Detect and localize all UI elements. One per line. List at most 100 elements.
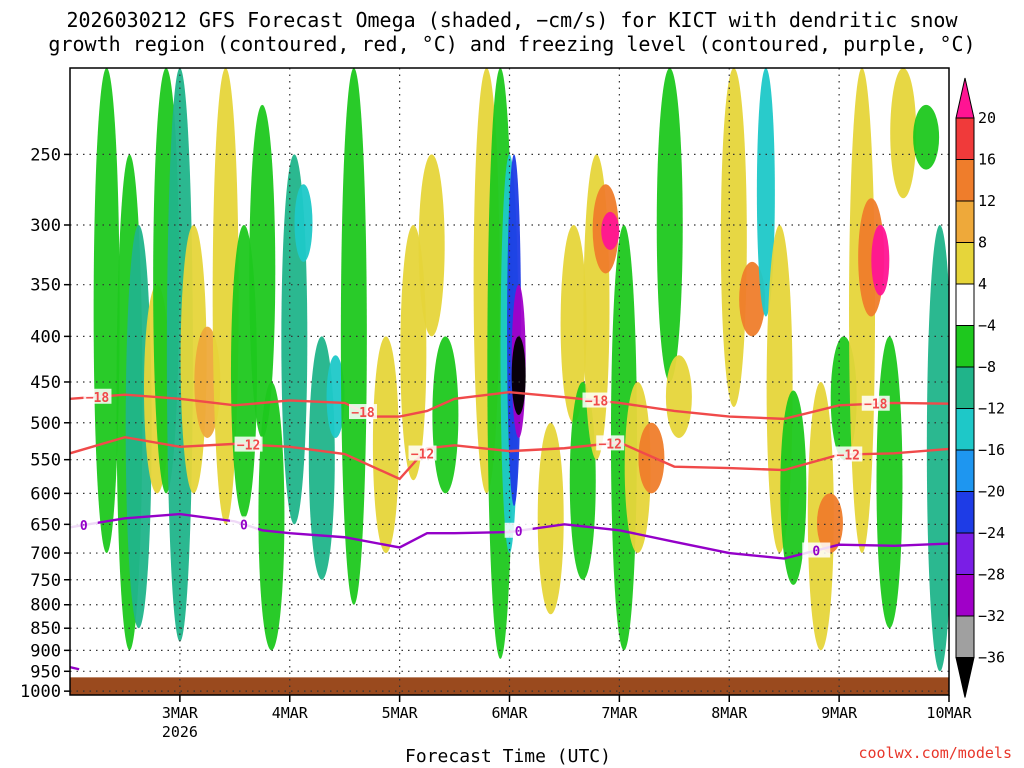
y-tick-label-13: 900 (30, 641, 61, 661)
omega-blob-35 (638, 422, 665, 494)
colorbar-swatch-8 (955, 408, 975, 451)
colorbar-swatch-1 (955, 117, 975, 160)
contour-label-1-1: −12 (411, 448, 434, 463)
omega-blob-42 (780, 390, 807, 585)
omega-blob-26 (511, 336, 526, 415)
contour-label-bg-0-1 (349, 404, 377, 420)
contour-label-0-1: −18 (351, 406, 375, 421)
credit-text: coolwx.com/models (858, 744, 1012, 762)
colorbar-label-11: −28 (978, 566, 1005, 584)
colorbar-label-1: 16 (978, 151, 996, 169)
contour-label-1-3: −12 (837, 448, 860, 463)
colorbar-label-13: −36 (978, 649, 1005, 667)
omega-blob-10 (249, 104, 276, 438)
omega-blob-38 (720, 68, 747, 407)
omega-blob-13 (294, 184, 313, 262)
contour-label-bg-1-0 (234, 436, 263, 452)
grid-lines (70, 68, 949, 695)
y-tick-label-9: 700 (30, 544, 61, 564)
omega-blob-16 (340, 68, 367, 605)
y-tick-label-8: 650 (30, 515, 61, 535)
contour-label-1-0: −12 (237, 439, 260, 454)
colorbar-swatch-7 (955, 366, 975, 409)
omega-blob-36 (656, 68, 683, 382)
y-axis: 2503003504004505005506006507007508008509… (20, 145, 70, 702)
colorbar-label-3: 8 (978, 234, 987, 252)
y-tick-label-0: 250 (30, 145, 61, 165)
colorbar-label-5: −4 (978, 317, 996, 335)
y-tick-label-6: 550 (30, 451, 61, 471)
contour-label-bg-0-3 (861, 395, 890, 411)
colorbar-label-9: −20 (978, 483, 1005, 501)
x-tick-label-5: 8MAR (711, 704, 748, 722)
y-tick-label-4: 450 (30, 373, 61, 393)
x-tick-label-4: 7MAR (601, 704, 638, 722)
omega-blob-50 (890, 68, 917, 199)
y-tick-label-7: 600 (30, 484, 61, 504)
omega-blob-49 (876, 336, 903, 629)
colorbar-swatch-3 (955, 200, 975, 243)
contour-label-bg-1-1 (408, 445, 437, 461)
contour-1 (70, 435, 949, 481)
contour-label-2-3: 0 (812, 545, 820, 560)
omega-blob-11 (258, 381, 285, 651)
contour-label-0-0: −18 (86, 391, 110, 406)
colorbar-swatch-12 (955, 574, 975, 617)
colorbar-swatch-10 (955, 491, 975, 534)
omega-blob-17 (372, 336, 399, 554)
colorbar-label-12: −32 (978, 607, 1005, 625)
colorbar-label-6: −8 (978, 358, 996, 376)
contour-label-bg-2-3 (802, 542, 831, 558)
contour-label-2-0: 0 (80, 519, 88, 534)
omega-blob-37 (665, 355, 692, 438)
colorbar-label-10: −24 (978, 524, 1005, 542)
colorbar-top-arrow (955, 77, 975, 119)
x-tick-label-2: 5MAR (382, 704, 419, 722)
contour-label-1-2: −12 (598, 437, 621, 452)
omega-blob-40 (756, 68, 775, 317)
y-tick-label-3: 400 (30, 327, 61, 347)
colorbar-label-7: −12 (978, 400, 1005, 418)
colorbar-swatch-11 (955, 532, 975, 575)
omega-blob-19 (418, 154, 445, 337)
y-tick-label-2: 350 (30, 276, 61, 296)
colorbar-bottom-arrow (955, 657, 975, 698)
y-tick-label-5: 500 (30, 414, 61, 434)
omega-shading (93, 68, 949, 672)
contour-label-bg-1-2 (596, 435, 625, 451)
omega-blob-0 (93, 68, 120, 554)
x-tick-label-6: 9MAR (821, 704, 858, 722)
x-tick-label-7: 10MAR (926, 704, 972, 722)
x-tick-label-0: 3MAR (162, 704, 199, 722)
y-tick-label-15: 1000 (20, 682, 61, 702)
omega-blob-20 (432, 336, 459, 494)
contour-label-bg-2-2 (504, 522, 533, 538)
x-tick-sublabel-0: 2026 (162, 723, 198, 741)
omega-blob-32 (601, 211, 620, 250)
colorbar-label-4: 4 (978, 275, 987, 293)
y-tick-label-14: 950 (30, 662, 61, 682)
contour-label-0-2: −18 (585, 395, 609, 410)
colorbar-label-8: −16 (978, 441, 1005, 459)
omega-blob-2 (125, 224, 152, 629)
colorbar: 20 16 12 8 4 −4 −8 −12 −16 −20 −24 −28 −32 −36 (955, 77, 1005, 698)
y-tick-label-11: 800 (30, 596, 61, 616)
colorbar-swatch-9 (955, 449, 975, 492)
x-tick-label-1: 4MAR (272, 704, 309, 722)
chart-title-line1: 2026030212 GFS Forecast Omega (shaded, −… (66, 8, 958, 32)
contour-label-0-3: −18 (864, 398, 888, 413)
chart-title-line2: growth region (contoured, red, °C) and f… (48, 32, 976, 56)
omega-blob-34 (624, 381, 651, 554)
y-tick-label-1: 300 (30, 216, 61, 236)
contour-0 (70, 390, 949, 421)
contour-label-bg-1-3 (834, 446, 863, 462)
contour-label-bg-2-1 (229, 516, 258, 532)
colorbar-swatch-4 (955, 242, 975, 285)
x-tick-label-3: 6MAR (491, 704, 528, 722)
y-tick-label-10: 750 (30, 571, 61, 591)
omega-blob-15 (326, 355, 345, 438)
omega-blob-28 (560, 224, 587, 423)
omega-blob-27 (537, 422, 564, 615)
omega-blob-39 (739, 261, 766, 337)
